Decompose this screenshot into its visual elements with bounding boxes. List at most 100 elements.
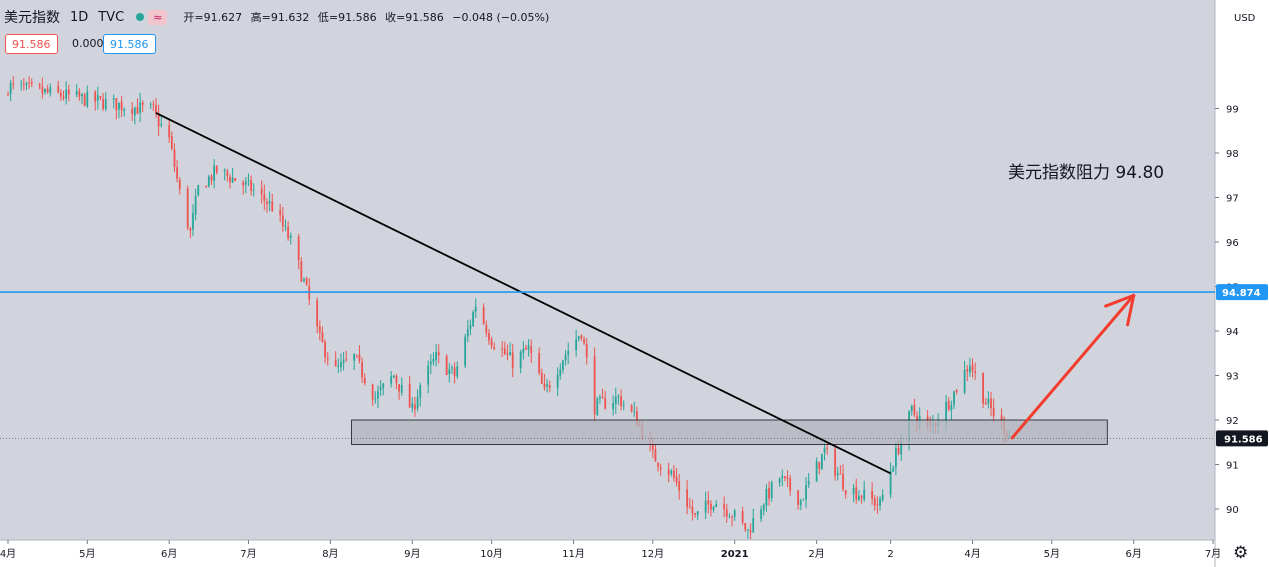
arrow-head: [1126, 293, 1136, 327]
candle-body: [435, 352, 437, 361]
y-tick-label: 99: [1226, 105, 1239, 116]
buy-price-box[interactable]: 91.586: [103, 34, 156, 54]
candle-body: [453, 367, 456, 377]
candle-body: [456, 366, 459, 377]
candle-body: [377, 391, 379, 399]
candle-body: [715, 504, 718, 507]
candle-body: [799, 500, 802, 506]
candle-body: [604, 398, 607, 409]
candle-body: [326, 358, 329, 360]
support-zone: [351, 419, 1108, 445]
candle-body: [548, 385, 551, 388]
candle-body: [429, 361, 432, 365]
candle-body: [1000, 415, 1003, 421]
candle-body: [506, 353, 509, 355]
candle-body: [464, 336, 467, 366]
candle-body: [530, 346, 533, 354]
candle-body: [337, 366, 340, 367]
candle-body: [445, 356, 448, 375]
candle-body: [176, 167, 179, 179]
candle-body: [168, 125, 171, 138]
candle-body: [22, 84, 25, 86]
ohlc-open: 开=91.627: [183, 11, 243, 24]
x-tick-label: 9月: [404, 548, 420, 560]
candle-body: [75, 90, 78, 95]
candle-body: [580, 335, 583, 339]
candle-body: [622, 404, 625, 406]
ohlc-high: 高=91.632: [250, 11, 310, 24]
candle-body: [334, 360, 337, 367]
candle-body: [9, 83, 12, 94]
candle-body: [160, 124, 163, 126]
forecast-arrow: [1010, 293, 1136, 440]
candle-body: [519, 351, 522, 369]
candle-body: [289, 235, 292, 238]
candle-body: [583, 339, 585, 344]
candle-body: [46, 88, 49, 92]
candle-body: [525, 347, 527, 350]
candle-body: [247, 179, 250, 181]
candle-body: [910, 405, 913, 411]
candle-body: [207, 176, 210, 187]
candle-body: [762, 504, 765, 511]
candle-body: [229, 176, 231, 183]
candle-body: [488, 333, 490, 341]
candle-body: [863, 489, 866, 500]
candle-body: [860, 495, 863, 499]
candle-body: [686, 489, 689, 508]
candle-body: [305, 278, 308, 285]
candle-body: [953, 391, 955, 405]
y-tick-label: 93: [1226, 372, 1239, 383]
candle-body: [321, 332, 324, 342]
candle-body: [725, 509, 728, 517]
candle-body: [826, 447, 829, 449]
candle-body: [852, 488, 855, 495]
candle-body: [398, 384, 400, 392]
candle-body: [710, 503, 712, 510]
candle-body: [873, 498, 876, 506]
candle-body: [419, 385, 422, 398]
x-tick-label: 8月: [322, 548, 338, 560]
candle-body: [65, 89, 68, 99]
candle-body: [340, 362, 342, 368]
candle-body: [747, 529, 749, 531]
candle-body: [992, 407, 995, 417]
x-tick-label: 5月: [1044, 548, 1060, 560]
candle-body: [38, 84, 41, 87]
wave-icon[interactable]: ≈: [148, 9, 168, 25]
candle-body: [696, 511, 699, 515]
candle-body: [712, 506, 715, 510]
candle-body: [49, 87, 52, 94]
candle-body: [704, 501, 707, 513]
trend-line: [155, 112, 892, 475]
candle-body: [263, 193, 266, 201]
candle-body: [427, 365, 430, 385]
candle-body: [194, 196, 197, 215]
candle-body: [807, 481, 810, 485]
candle-body: [527, 345, 530, 350]
candle-body: [984, 402, 987, 405]
x-tick-label: 7月: [240, 548, 256, 560]
candle-body: [414, 404, 416, 410]
candle-body: [694, 512, 696, 515]
candle-body: [432, 359, 435, 363]
candle-body: [318, 326, 321, 333]
candle-body: [189, 227, 192, 231]
candle-body: [567, 351, 570, 355]
candle-body: [876, 504, 879, 506]
ohlc-low: 低=91.586: [317, 11, 377, 24]
current-price-label: 91.586: [1224, 434, 1263, 445]
interval-label[interactable]: 1D: [70, 9, 89, 25]
candle-body: [260, 188, 263, 194]
x-tick-label: 2: [887, 549, 893, 560]
sell-price-box[interactable]: 91.586: [5, 34, 58, 54]
candle-body: [149, 104, 152, 106]
gear-icon[interactable]: ⚙: [1233, 543, 1249, 563]
symbol-name[interactable]: 美元指数: [4, 10, 60, 26]
candle-body: [141, 102, 144, 105]
candle-body: [511, 352, 514, 369]
ohlc-readout: 开=91.627 高=91.632 低=91.586 收=91.586 −0.0…: [183, 9, 554, 25]
candle-body: [28, 82, 31, 84]
candle-body: [855, 487, 858, 500]
